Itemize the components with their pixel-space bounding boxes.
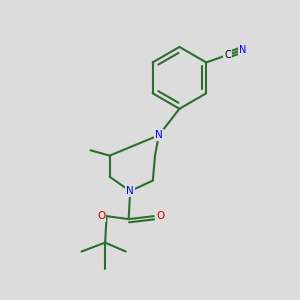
- Text: O: O: [97, 211, 105, 221]
- Text: N: N: [155, 130, 163, 140]
- Text: N: N: [239, 45, 246, 55]
- Text: N: N: [126, 186, 134, 196]
- Text: C: C: [224, 50, 231, 60]
- Text: O: O: [156, 211, 164, 221]
